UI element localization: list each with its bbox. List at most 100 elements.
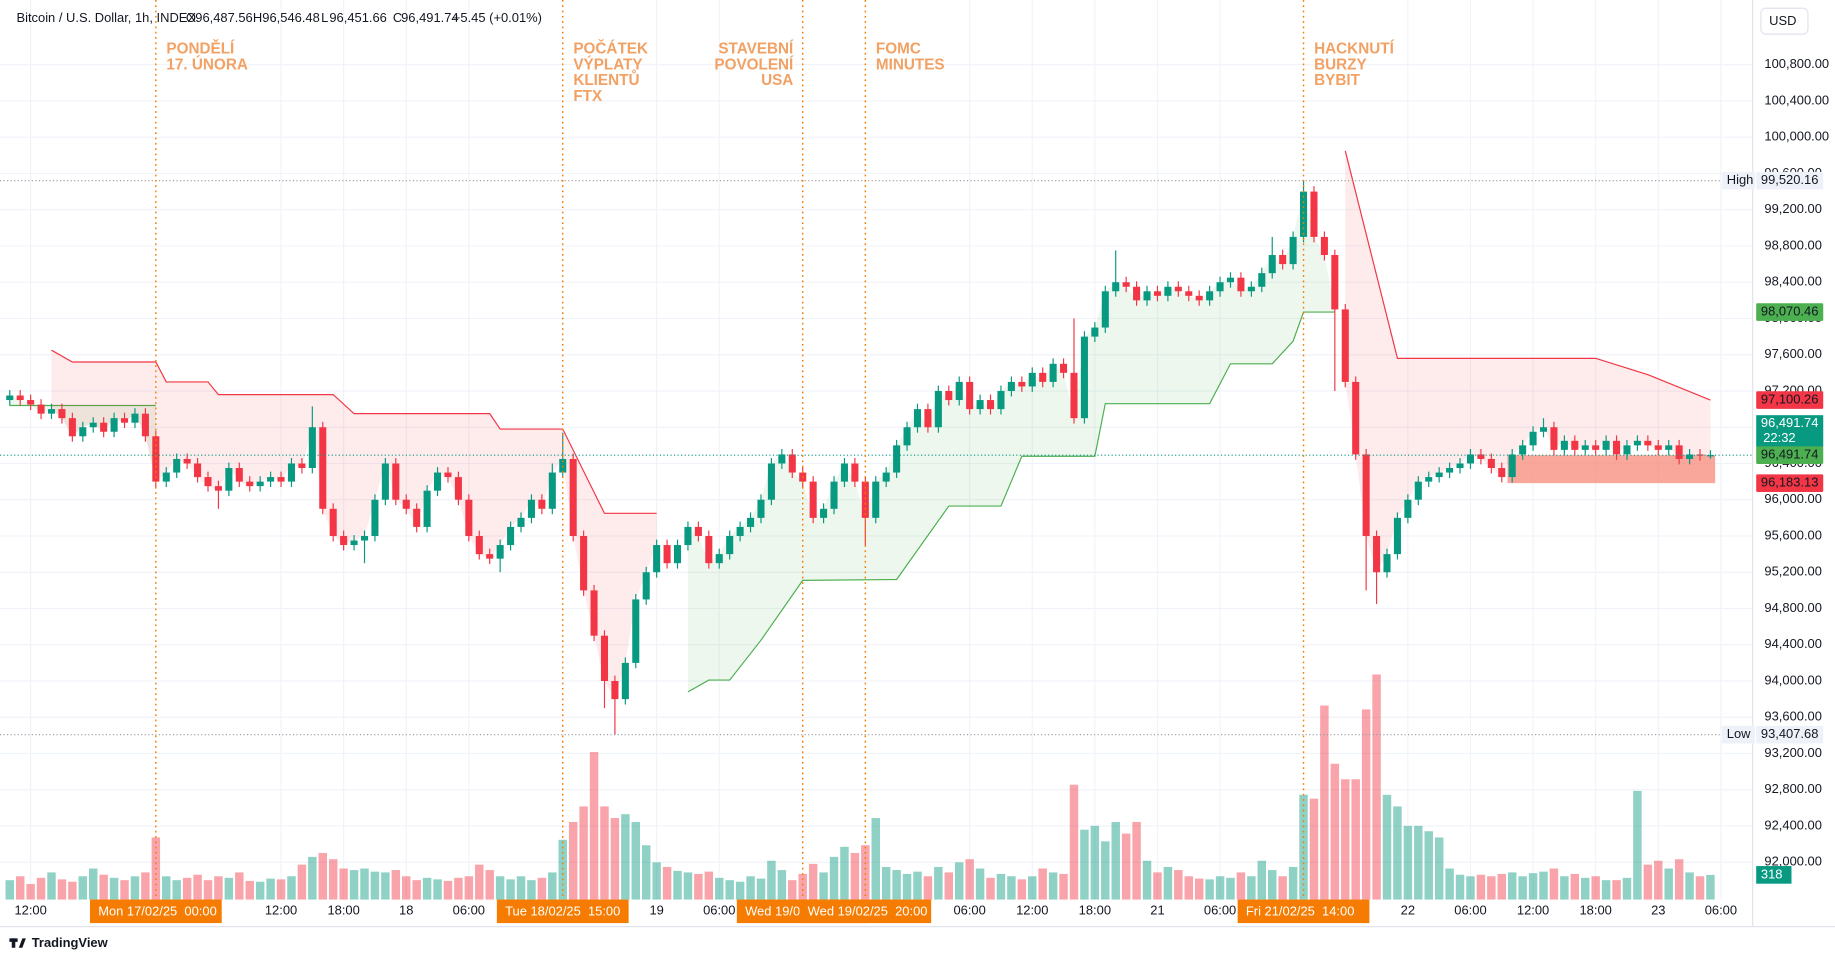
candle-body: [1550, 427, 1558, 450]
volume-bar: [1570, 873, 1580, 900]
candle-body: [1623, 445, 1631, 455]
event-annotation: KLIENTŮ: [573, 70, 639, 89]
volume-bar: [1048, 872, 1058, 900]
volume-bar: [579, 806, 588, 900]
x-tick-label: 19: [649, 903, 663, 918]
volume-bar: [1434, 837, 1444, 900]
volume-bar: [276, 879, 286, 900]
volume-bar: [1194, 878, 1204, 900]
x-tick-label: 06:00: [953, 903, 985, 918]
box-high-tag-label: 96,491.74: [1761, 447, 1819, 462]
candle-body: [788, 454, 796, 473]
candle-body: [757, 499, 765, 518]
volume-bar: [934, 866, 943, 900]
volume-bar: [1069, 784, 1079, 900]
x-tick-label: 12:00: [265, 903, 297, 918]
candle-body: [58, 409, 66, 419]
volume-bar: [1132, 821, 1141, 900]
volume-bar: [715, 877, 724, 900]
candle-body: [966, 381, 974, 410]
candle-body: [1070, 372, 1078, 419]
volume-bar: [266, 878, 275, 900]
candle-body: [913, 409, 922, 428]
trend-tag-label: 97,100.26: [1761, 391, 1819, 406]
candle-body: [1237, 277, 1245, 292]
candle-body: [1393, 517, 1401, 555]
volume-bar: [1622, 877, 1632, 900]
volume-tag-label: 318: [1761, 866, 1783, 881]
candle-body: [402, 499, 410, 509]
candle-body: [340, 535, 348, 546]
candle-body: [1665, 445, 1673, 450]
event-annotation: MINUTES: [876, 56, 945, 73]
volume-tag: [1756, 866, 1792, 884]
volume-bar: [224, 877, 234, 900]
candle-body: [6, 395, 14, 401]
candle-body: [1404, 499, 1412, 518]
volume-bar: [1685, 872, 1694, 900]
volume-bar: [214, 876, 223, 900]
x-tick-label: 12:00: [1016, 903, 1048, 918]
volume-bar: [203, 880, 213, 900]
trend-tag: [1756, 391, 1824, 409]
volume-bar: [1163, 866, 1173, 900]
volume-bar: [443, 880, 453, 900]
candle-body: [820, 508, 828, 518]
volume-bar: [1612, 880, 1621, 900]
volume-bar: [1090, 825, 1100, 900]
volume-bar: [454, 877, 463, 900]
volume-bar: [297, 864, 307, 900]
candle-body: [194, 463, 202, 478]
volume-bar: [913, 871, 922, 900]
candle-body: [371, 499, 379, 536]
last-price-label: 96,491.74: [1761, 415, 1819, 430]
candle-body: [1696, 454, 1704, 456]
candle-body: [89, 422, 97, 428]
candle-body: [1049, 363, 1057, 382]
volume-bar: [485, 870, 494, 900]
candle-body: [705, 535, 713, 564]
volume-bar: [464, 876, 474, 900]
trend-fill: [9, 395, 156, 482]
box-low-tag-label: 96,183.13: [1761, 475, 1819, 490]
candle-body: [1487, 458, 1495, 469]
candle-body: [1164, 286, 1172, 296]
volume-bar: [527, 880, 536, 900]
volume-bar: [1028, 876, 1037, 900]
candle-body: [1216, 282, 1224, 292]
candle-body: [840, 463, 848, 482]
volume-bar: [673, 870, 682, 900]
candle-body: [851, 463, 859, 482]
volume-bar: [1142, 860, 1152, 900]
candle-body: [1477, 454, 1485, 459]
volume-bar: [1320, 705, 1329, 900]
x-tick-label: 12:00: [1517, 903, 1549, 918]
x-tick-label: 23: [1651, 903, 1665, 918]
header-text: Bitcoin / U.S. Dollar, 1h, INDEX: [16, 10, 196, 25]
candle-body: [548, 472, 556, 509]
x-tick-label: 12:00: [14, 903, 46, 918]
candle-body: [1341, 309, 1349, 382]
candle-body: [1091, 327, 1099, 337]
candle-body: [1592, 445, 1600, 450]
candle-body: [632, 599, 640, 663]
candle-body: [1320, 236, 1328, 256]
candle-body: [79, 427, 87, 437]
volume-bar: [328, 859, 338, 900]
brand-logo: [18, 938, 26, 948]
event-annotation: HACKNUTÍ: [1314, 40, 1394, 57]
volume-bar: [308, 856, 317, 900]
candle-body: [1039, 372, 1047, 382]
volume-bar: [1236, 872, 1246, 900]
volume-bar: [1247, 876, 1256, 900]
volume-bar: [1414, 825, 1423, 900]
volume-bar: [1664, 868, 1673, 900]
candle-body: [715, 554, 723, 564]
candle-body: [1435, 472, 1443, 478]
candle-body: [1633, 440, 1641, 446]
candle-body: [277, 477, 285, 482]
volume-bar: [68, 881, 77, 900]
candle-body: [726, 535, 734, 555]
candle-body: [986, 400, 995, 410]
